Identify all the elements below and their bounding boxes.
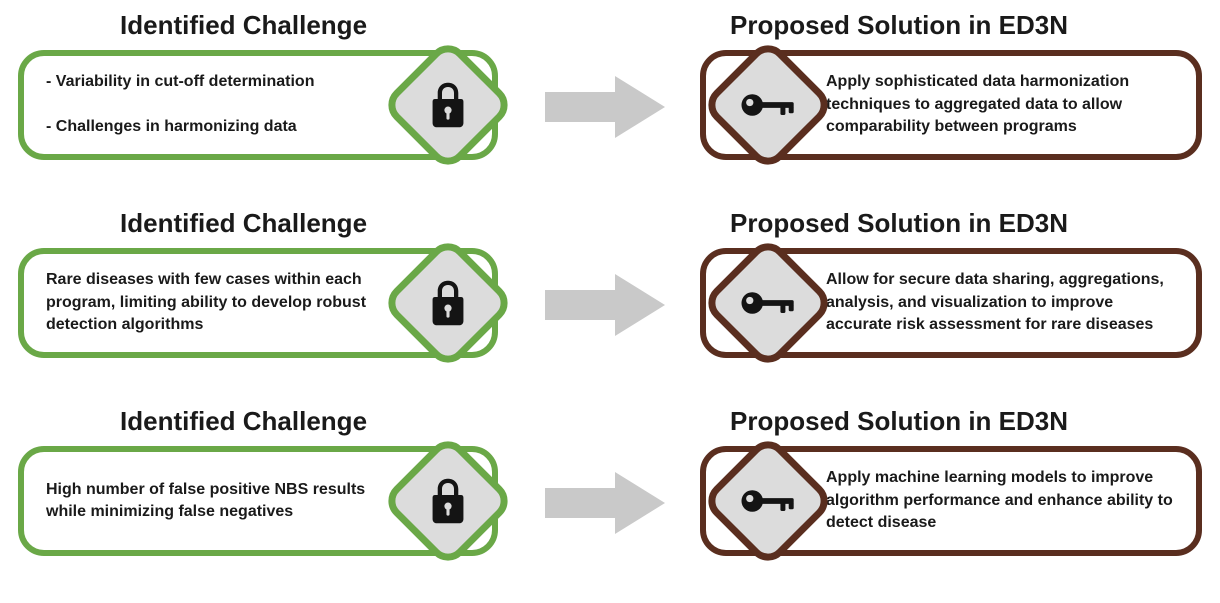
- arrow-icon: [545, 274, 665, 336]
- solution-text: Apply machine learning models to improve…: [826, 467, 1174, 534]
- arrow-icon: [545, 76, 665, 138]
- challenge-heading: Identified Challenge: [120, 406, 367, 437]
- challenge-text: - Variability in cut-off determination- …: [46, 71, 406, 138]
- arrow-icon: [545, 472, 665, 534]
- challenge-text: High number of false positive NBS result…: [46, 479, 406, 524]
- solution-heading: Proposed Solution in ED3N: [730, 10, 1068, 41]
- lock-icon: [424, 81, 472, 129]
- lock-icon: [424, 477, 472, 525]
- arrow: [545, 274, 665, 336]
- row-1: Identified Challenge Proposed Solution in…: [0, 10, 1220, 200]
- challenge-heading: Identified Challenge: [120, 10, 367, 41]
- challenge-text: Rare diseases with few cases within each…: [46, 269, 406, 336]
- solution-heading: Proposed Solution in ED3N: [730, 406, 1068, 437]
- challenge-heading: Identified Challenge: [120, 208, 367, 239]
- row-2: Identified Challenge Proposed Solution in…: [0, 208, 1220, 398]
- arrow: [545, 472, 665, 534]
- key-icon: [739, 85, 797, 125]
- solution-text: Apply sophisticated data harmonization t…: [826, 71, 1174, 138]
- key-icon: [739, 283, 797, 323]
- row-3: Identified Challenge Proposed Solution in…: [0, 406, 1220, 596]
- key-icon: [739, 481, 797, 521]
- arrow: [545, 76, 665, 138]
- lock-icon: [424, 279, 472, 327]
- solution-text: Allow for secure data sharing, aggregati…: [826, 269, 1174, 336]
- solution-heading: Proposed Solution in ED3N: [730, 208, 1068, 239]
